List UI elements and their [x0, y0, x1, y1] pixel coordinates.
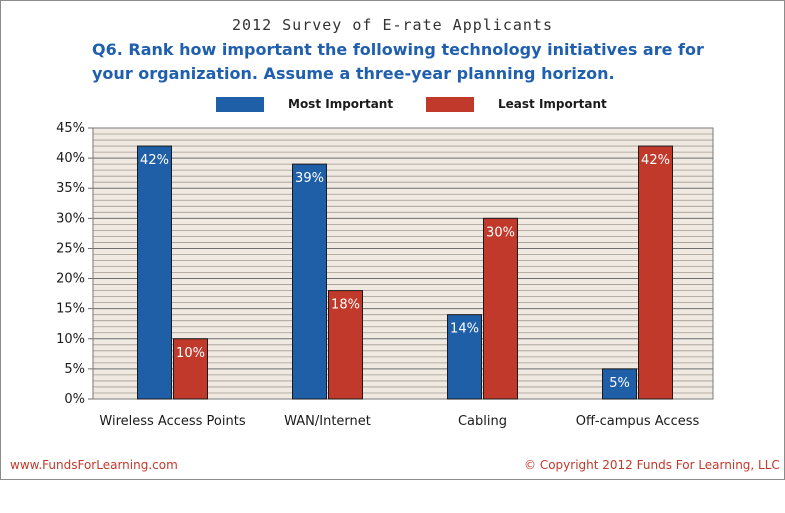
y-tick-label: 30%	[56, 211, 85, 226]
legend-swatch-least-important	[426, 96, 474, 112]
plot-border	[92, 127, 714, 400]
question-title: Q6. Rank how important the following tec…	[92, 40, 704, 83]
footer-copyright: © Copyright 2012 Funds For Learning, LLC	[524, 458, 780, 472]
data-label: 5%	[609, 376, 630, 391]
bar-most-important	[447, 314, 482, 400]
bar-least-important	[328, 290, 363, 400]
bar-least-important	[173, 338, 208, 400]
data-label: 18%	[331, 298, 360, 313]
y-tick-label: 45%	[56, 121, 85, 136]
legend-label-least-important: Least Important	[498, 97, 607, 111]
y-tick-label: 40%	[56, 151, 85, 166]
footer-website: www.FundsForLearning.com	[10, 458, 178, 472]
survey-title: 2012 Survey of E-rate Applicants	[232, 16, 553, 34]
y-tick-label: 35%	[56, 181, 85, 196]
x-tick-label: Cabling	[458, 414, 507, 429]
legend-item-least-important: Least Important	[426, 96, 607, 112]
y-tick-label: 5%	[64, 362, 85, 377]
legend-item-most-important: Most Important	[216, 96, 393, 112]
legend-label-most-important: Most Important	[288, 97, 394, 111]
y-tick-label: 15%	[56, 302, 85, 317]
data-label: 42%	[140, 153, 169, 168]
bar-least-important	[638, 145, 673, 400]
data-label: 30%	[486, 225, 515, 240]
data-label: 39%	[295, 171, 324, 186]
bar-least-important	[483, 217, 518, 400]
x-tick-label: Off-campus Access	[576, 414, 700, 429]
bar-most-important	[137, 145, 172, 400]
bar-most-important	[292, 163, 327, 400]
data-label: 10%	[176, 346, 205, 361]
data-label: 42%	[641, 153, 670, 168]
x-tick-label: Wireless Access Points	[99, 414, 245, 429]
y-tick-label: 20%	[56, 272, 85, 287]
data-label: 14%	[450, 322, 479, 337]
y-tick-label: 0%	[64, 392, 85, 407]
y-tick-label: 10%	[56, 332, 85, 347]
bar-most-important	[602, 368, 637, 400]
legend-swatch-most-important	[216, 96, 264, 112]
x-tick-label: WAN/Internet	[284, 414, 371, 429]
y-tick-label: 25%	[56, 241, 85, 256]
